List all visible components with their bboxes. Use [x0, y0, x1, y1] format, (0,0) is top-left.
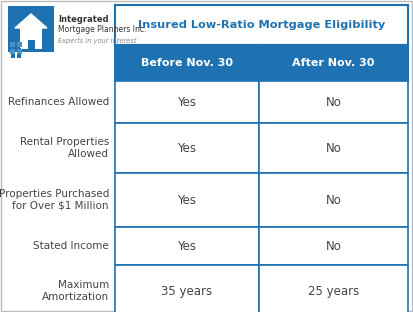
Bar [115, 5, 408, 45]
Text: Maximum
Amortization: Maximum Amortization [42, 280, 109, 302]
Text: Insured Low-Ratio Mortgage Eligibility: Insured Low-Ratio Mortgage Eligibility [138, 20, 385, 30]
Text: Yes: Yes [178, 142, 197, 154]
Text: Mortgage Planners Inc.: Mortgage Planners Inc. [58, 26, 146, 35]
Bar [20, 28, 42, 49]
Text: Before Nov. 30: Before Nov. 30 [141, 58, 233, 68]
Bar [259, 173, 408, 227]
Bar [115, 45, 259, 81]
Text: Yes: Yes [178, 240, 197, 252]
Text: Yes: Yes [178, 193, 197, 207]
Text: Properties Purchased
for Over $1 Million: Properties Purchased for Over $1 Million [0, 189, 109, 211]
Bar [11, 48, 15, 52]
Text: Stated Income: Stated Income [33, 241, 109, 251]
Bar [17, 42, 22, 47]
Text: 25 years: 25 years [308, 285, 359, 298]
Polygon shape [15, 14, 47, 28]
Text: Experts in your interest: Experts in your interest [58, 38, 137, 44]
Text: After Nov. 30: After Nov. 30 [292, 58, 375, 68]
Bar [259, 227, 408, 265]
Bar [8, 6, 54, 52]
Bar [115, 81, 259, 123]
Bar [17, 54, 21, 58]
Text: No: No [325, 193, 342, 207]
Bar [10, 42, 15, 47]
Bar [115, 123, 259, 173]
Bar [10, 49, 15, 54]
Text: No: No [325, 240, 342, 252]
Text: No: No [325, 142, 342, 154]
Bar [259, 265, 408, 312]
Text: Rental Properties
Allowed: Rental Properties Allowed [20, 137, 109, 159]
Bar [17, 49, 22, 54]
Bar [259, 81, 408, 123]
Bar [115, 227, 259, 265]
Bar [11, 54, 15, 58]
Bar [17, 48, 21, 52]
Text: Refinances Allowed: Refinances Allowed [8, 97, 109, 107]
Bar [28, 40, 35, 49]
Bar [115, 265, 259, 312]
Bar [115, 173, 259, 227]
Bar [259, 123, 408, 173]
Text: No: No [325, 95, 342, 109]
Text: Yes: Yes [178, 95, 197, 109]
Text: Integrated: Integrated [58, 16, 109, 25]
Bar [259, 45, 408, 81]
Text: 35 years: 35 years [161, 285, 213, 298]
